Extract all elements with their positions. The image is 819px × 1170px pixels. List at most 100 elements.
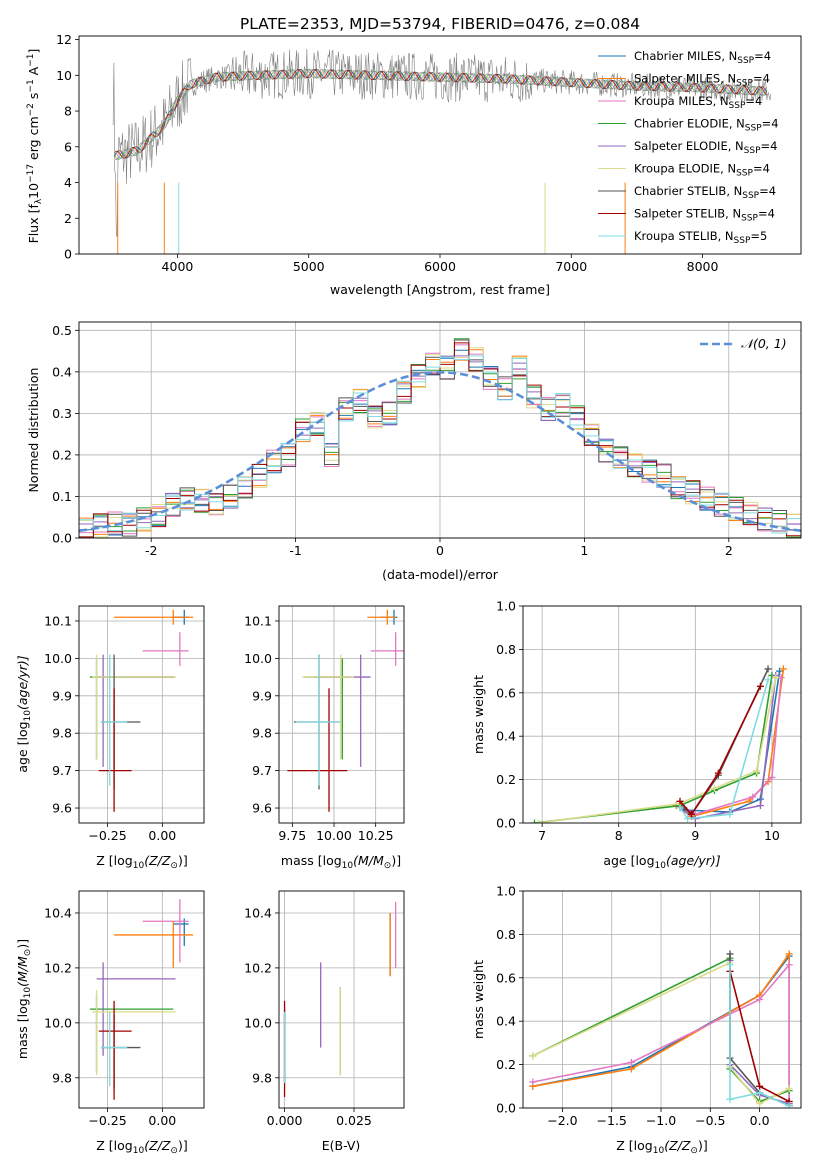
spectrum-frame bbox=[78, 35, 802, 255]
legend-label-part: Kroupa ELODIE, N bbox=[634, 162, 736, 176]
y-tick-label: 4 bbox=[64, 175, 72, 190]
weight-marker bbox=[785, 950, 793, 958]
weight-marker bbox=[676, 804, 684, 812]
legend-label-part: SSP bbox=[742, 191, 759, 201]
legend-label-part: Kroupa MILES, N bbox=[634, 94, 729, 108]
age_vs_mass-errorbars bbox=[287, 609, 404, 812]
legend-label-part: Chabrier MILES, N bbox=[634, 49, 737, 63]
x-tick-label: 7 bbox=[538, 828, 546, 843]
y-tick-label: 10.0 bbox=[244, 651, 272, 666]
mass_vs_ebv-frame bbox=[278, 890, 405, 1109]
legend-label-part: =4 bbox=[762, 117, 779, 131]
age_vs_Z-xlabel-part: ⊙ bbox=[170, 861, 178, 871]
y-tick-label: 0.2 bbox=[496, 1057, 516, 1072]
y-tick-label: 0.6 bbox=[496, 685, 516, 700]
age_vs_Z-frame bbox=[78, 605, 205, 824]
mass-vs-ebv-xlabel-part: E(B-V) bbox=[322, 1138, 361, 1153]
legend-label-part: SSP bbox=[745, 124, 762, 134]
mass-vs-Z-ylabel: mass [log10(M/M⊙)] bbox=[15, 939, 33, 1059]
weight-marker bbox=[776, 667, 784, 675]
y-tick-label: 12 bbox=[56, 32, 72, 47]
x-tick-label: -1 bbox=[289, 543, 301, 558]
legend-label-part: Chabrier ELODIE, N bbox=[634, 117, 745, 131]
weight-marker bbox=[749, 793, 757, 801]
weight-line bbox=[679, 685, 762, 816]
y-tick-label: 9.6 bbox=[52, 801, 72, 816]
normal-legend-label: 𝒩(0, 1) bbox=[741, 336, 787, 351]
y-tick-label: 0.2 bbox=[52, 447, 72, 462]
legend-label: Chabrier MILES, NSSP=4 bbox=[634, 49, 771, 66]
x-tick-label: 8000 bbox=[687, 259, 719, 274]
weight-marker bbox=[772, 674, 780, 682]
age_vs_Z-xlabel-part: Z [log bbox=[96, 853, 132, 868]
mass_vs_ebv-errorbars bbox=[283, 901, 397, 1098]
weight_vs_Z-lines bbox=[529, 950, 793, 1108]
weight-marker bbox=[684, 815, 692, 823]
spectrum-ylabel-part: λ bbox=[34, 198, 44, 204]
mass-vs-Z-ylabel-part: (M/M bbox=[15, 956, 30, 987]
weight-marker bbox=[753, 767, 761, 775]
mass_vs_Z-xlabel-part: Z [log bbox=[96, 1138, 132, 1153]
y-tick-label: 10 bbox=[56, 68, 72, 83]
legend-label: Chabrier ELODIE, NSSP=4 bbox=[634, 117, 779, 134]
x-tick-label: 9.75 bbox=[278, 828, 306, 843]
mass_vs_ebv-grid bbox=[279, 891, 404, 1108]
x-tick-label: −0.25 bbox=[88, 1113, 126, 1128]
mass-vs-Z-ylabel-part: mass [log bbox=[15, 998, 30, 1059]
legend-label: Kroupa MILES, NSSP=4 bbox=[634, 94, 762, 111]
spectrum-ylabel: Flux [fλ10−17 erg cm−2 s−1 A−1] bbox=[26, 49, 44, 244]
y-tick-label: 0.5 bbox=[52, 323, 72, 338]
age_vs_Z-errorbars bbox=[89, 609, 194, 812]
age_vs_mass-grid bbox=[279, 606, 404, 823]
legend-label-part: =4 bbox=[754, 49, 771, 63]
weight_vs_Z-ylabel: mass weight bbox=[471, 960, 486, 1039]
spectrum-curves bbox=[112, 48, 772, 254]
legend-label-part: =4 bbox=[759, 184, 776, 198]
x-tick-label: 10.25 bbox=[358, 828, 394, 843]
weight-vs-age-xlabel: age [log10(age/yr)] bbox=[603, 853, 720, 871]
mass_vs_Z-xlabel-part: )] bbox=[178, 1138, 188, 1153]
y-tick-label: 10.4 bbox=[44, 905, 72, 920]
y-tick-label: 0.4 bbox=[496, 729, 516, 744]
weight-marker bbox=[785, 1102, 793, 1108]
y-tick-label: 0 bbox=[64, 247, 72, 262]
y-tick-label: 0.4 bbox=[52, 364, 72, 379]
age_vs_mass-xlabel-part: )] bbox=[391, 853, 401, 868]
weight_vs_age-frame bbox=[522, 605, 802, 824]
x-tick-label: −2.0 bbox=[547, 1113, 577, 1128]
legend-label: Salpeter ELODIE, NSSP=4 bbox=[634, 139, 777, 156]
spectrum-ylabel-part: Flux [f bbox=[26, 204, 41, 244]
y-tick-label: 0.4 bbox=[496, 1014, 516, 1029]
y-tick-label: 0.8 bbox=[496, 642, 516, 657]
weight-marker bbox=[726, 950, 734, 958]
weight-marker bbox=[756, 1100, 764, 1108]
y-tick-label: 0.0 bbox=[496, 816, 516, 831]
y-tick-label: 9.9 bbox=[252, 688, 272, 703]
mass-vs-Z-ylabel-part: ⊙ bbox=[23, 949, 33, 957]
figure-title: PLATE=2353, MJD=53794, FIBERID=0476, z=0… bbox=[240, 15, 640, 33]
x-tick-label: 5000 bbox=[293, 259, 325, 274]
age_vs_Z-xlabel-part: (Z/Z bbox=[144, 853, 171, 868]
age_vs_Z-xlabel-part: 10 bbox=[133, 861, 145, 871]
x-tick-label: −0.5 bbox=[695, 1113, 725, 1128]
weight-marker bbox=[529, 1078, 537, 1086]
y-tick-label: 10.0 bbox=[44, 1015, 72, 1030]
y-tick-label: 9.8 bbox=[252, 726, 272, 741]
age_vs_mass-xlabel: mass [log10(M/M⊙)] bbox=[281, 853, 401, 871]
legend-label-part: Chabrier STELIB, N bbox=[634, 184, 742, 198]
histogram-curves bbox=[79, 338, 801, 538]
x-tick-label: 4000 bbox=[162, 259, 194, 274]
weight-marker bbox=[687, 810, 695, 818]
mass_vs_Z-xlabel-part: ⊙ bbox=[170, 1146, 178, 1156]
mass_vs_Z-xlabel: Z [log10(Z/Z⊙)] bbox=[96, 1138, 187, 1156]
age-vs-Z-ylabel-part: (age/yr)] bbox=[15, 655, 30, 710]
spectrum-ylabel-part: 10 bbox=[26, 183, 41, 199]
legend-label-part: =4 bbox=[758, 207, 775, 221]
x-tick-label: 0.0 bbox=[750, 1113, 770, 1128]
y-tick-label: 10.1 bbox=[244, 613, 272, 628]
weight-marker bbox=[710, 784, 718, 792]
spectrum-ylabel-part: −1 bbox=[26, 79, 36, 92]
weight-marker bbox=[726, 810, 734, 818]
y-tick-label: 0.8 bbox=[496, 927, 516, 942]
